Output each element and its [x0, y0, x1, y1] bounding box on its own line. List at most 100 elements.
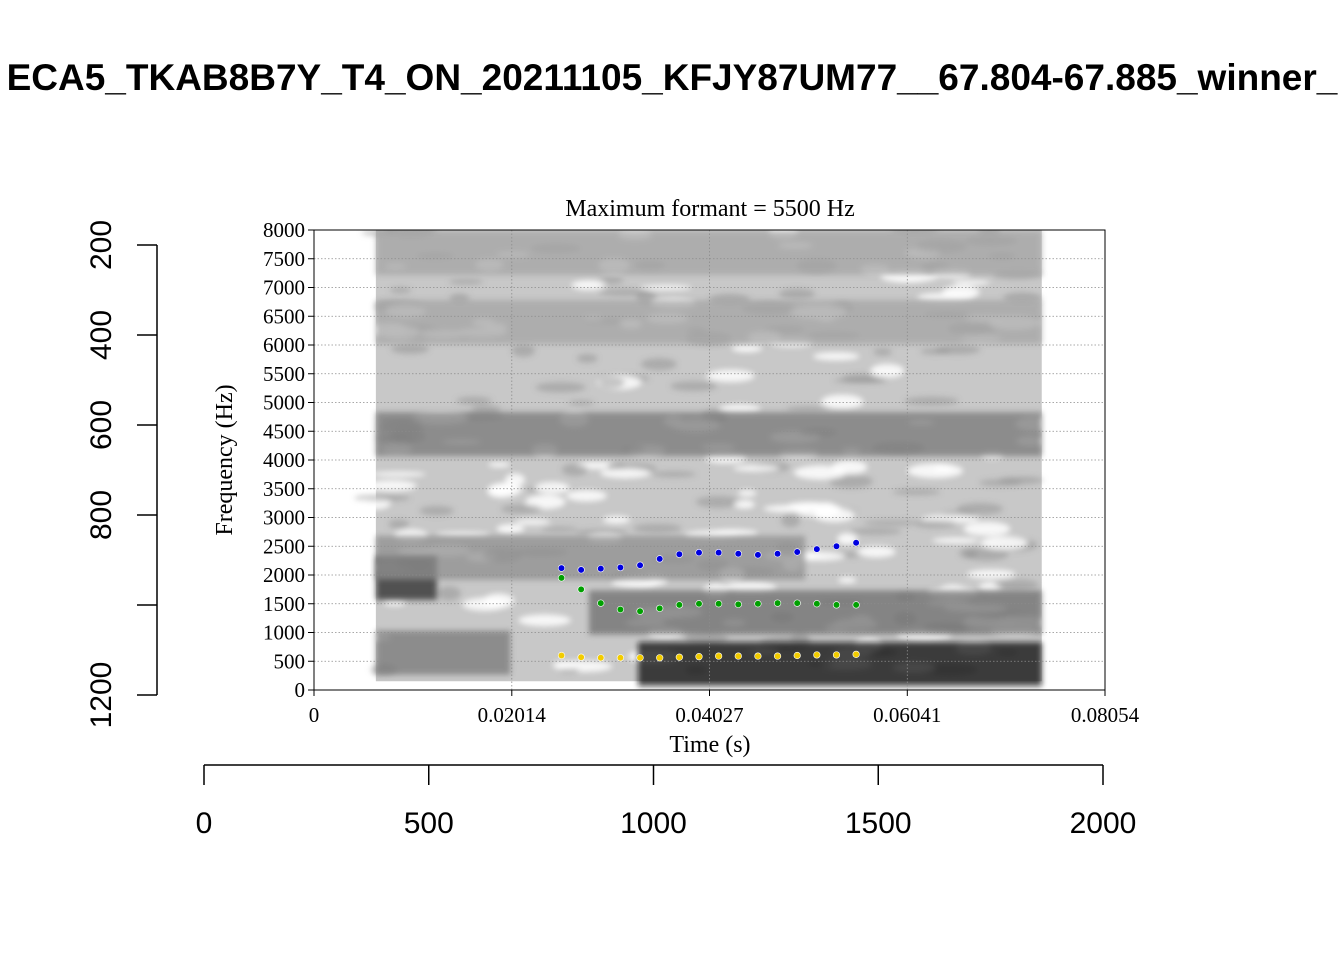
formant-point [773, 599, 782, 607]
formant-point [557, 564, 566, 572]
formant-series-3 [557, 650, 860, 662]
spectrogram-band [588, 590, 1042, 635]
formant-point [656, 604, 664, 612]
y-tick-label: 7000 [263, 276, 305, 300]
formant-point [636, 607, 644, 615]
spectrogram-blob [571, 280, 606, 291]
formant-point [793, 599, 801, 607]
spectrogram-blob [535, 382, 586, 393]
y-tick-label: 6000 [263, 333, 305, 357]
formant-point [715, 548, 723, 557]
spectrogram-blob [471, 405, 501, 414]
spectrogram-blob [719, 404, 761, 414]
formant-point [636, 561, 644, 569]
spectrogram [354, 230, 1053, 687]
spectrogram-blob [787, 501, 829, 510]
formant-point [577, 653, 585, 661]
formant-point [656, 654, 664, 662]
formant-point [813, 600, 821, 608]
spectrogram-blob [907, 463, 964, 479]
y-tick-label: 2500 [263, 534, 305, 558]
spectrogram-blob [695, 495, 742, 508]
spectrogram-blob [793, 551, 846, 561]
formant-point [773, 652, 782, 660]
spectrogram-blob [781, 513, 801, 528]
y-tick-label: 3000 [263, 506, 305, 530]
spectrogram-blob [496, 524, 525, 534]
spectrogram-blob [793, 465, 847, 480]
spectrogram-blob [482, 593, 515, 609]
spectrogram-blob [857, 546, 896, 558]
formant-point [715, 652, 723, 660]
y-tick-label: 7500 [263, 247, 305, 271]
formant-point [813, 651, 821, 659]
spectrogram-blob [566, 490, 607, 502]
formant-point [715, 600, 723, 608]
formant-point [597, 565, 605, 573]
spectrogram-blob [540, 526, 578, 532]
formant-point [695, 600, 703, 608]
spectrogram-band [375, 231, 1042, 275]
chart-subtitle: Maximum formant = 5500 Hz [565, 196, 855, 222]
spectrogram-blob [600, 468, 651, 479]
spectrogram-blob [640, 358, 677, 371]
formant-point [754, 551, 762, 559]
outer-left-tick-label: 800 [85, 490, 118, 540]
formant-point [832, 542, 841, 550]
formant-point [813, 545, 821, 553]
spectrogram-band [638, 642, 1042, 687]
spectrogram-blob [388, 519, 410, 530]
spectrogram-blob [786, 406, 830, 412]
spectrogram-blob [734, 500, 755, 509]
formant-point [793, 548, 801, 556]
spectrogram-blob [731, 343, 763, 353]
spectrogram-blob [534, 481, 570, 494]
spectrogram-blob [640, 284, 692, 291]
outer-bottom-tick-label: 1500 [845, 807, 912, 840]
spectrogram-blob [576, 354, 598, 363]
formant-tracks [557, 539, 860, 662]
y-tick-label: 6500 [263, 304, 305, 328]
formant-point [557, 651, 566, 660]
spectrogram-blob [366, 480, 417, 492]
spectrogram-blob [956, 502, 1004, 515]
formant-point [734, 652, 742, 660]
y-tick-label: 1000 [263, 621, 305, 645]
spectrogram-blob [833, 378, 886, 384]
formant-point [832, 651, 841, 659]
spectrogram-blob [559, 667, 580, 674]
spectrogram-band [375, 300, 1042, 344]
spectrogram-blob [828, 474, 873, 489]
formant-point [616, 654, 625, 662]
formant-point [675, 550, 683, 558]
spectrogram-blob [931, 537, 980, 544]
spectrogram-blob [354, 494, 411, 502]
spectrogram-blob [383, 598, 406, 606]
x-tick-label: 0.04027 [675, 703, 743, 727]
formant-point [616, 563, 625, 572]
spectrogram-blob [500, 504, 542, 514]
spectrogram-blob [370, 471, 426, 477]
outer-left-tick-label: 200 [85, 220, 118, 270]
spectrogram-blob [706, 369, 755, 383]
formant-point [734, 600, 742, 608]
outer-bottom-axis: 0 500 1000 1500 2000 [196, 764, 1136, 840]
formant-point [557, 574, 566, 582]
spectrogram-blob [863, 520, 920, 526]
y-tick-label: 2000 [263, 563, 305, 587]
spectrogram-band [375, 630, 511, 675]
formant-point [577, 585, 585, 593]
spectrogram-blob [959, 548, 978, 559]
spectrogram-blob [574, 529, 628, 536]
spectrogram-blob [515, 519, 551, 525]
spectrogram-blob [684, 631, 729, 646]
spectrogram-blob [488, 461, 511, 468]
y-tick-label: 500 [274, 649, 306, 673]
spectrogram-blob [892, 488, 941, 496]
spectrogram-blob [966, 569, 1016, 579]
spectrogram-blob [598, 276, 624, 285]
spectrogram-blob [980, 536, 1028, 550]
y-tick-label: 3500 [263, 477, 305, 501]
outer-left-tick-label: 1200 [85, 662, 118, 729]
formant-point [695, 653, 703, 661]
